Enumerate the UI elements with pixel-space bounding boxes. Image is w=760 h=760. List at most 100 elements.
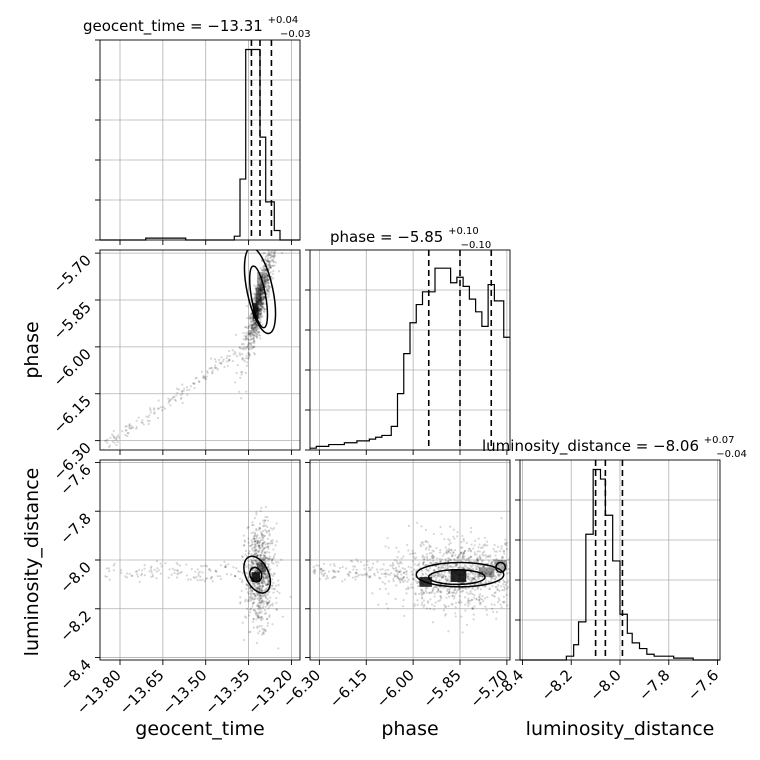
scatter-phase-geocent-time-point-774 [267,278,270,282]
scatter-phase-geocent-time-point-312 [254,322,257,325]
scatter-luminosity-distance-geocent-time-point-64 [271,623,274,626]
scatter-luminosity-distance-phase-point-1158 [334,576,337,579]
scatter-phase-geocent-time-point-836 [261,273,264,276]
scatter-phase-geocent-time-point-898 [244,338,247,341]
scatter-luminosity-distance-phase-point-693 [511,564,513,566]
scatter-luminosity-distance-geocent-time-point-387 [265,577,268,580]
scatter-phase-geocent-time-point-779 [244,357,248,360]
scatter-luminosity-distance-phase-point-66 [447,556,450,560]
scatter-luminosity-distance-geocent-time-point-362 [262,548,265,551]
scatter-phase-geocent-time-point-529 [263,282,266,285]
scatter-luminosity-distance-phase-point-309 [473,576,476,579]
scatter-luminosity-distance-geocent-time-point-578 [263,541,266,544]
scatter-phase-geocent-time-point-338 [252,328,256,331]
scatter-phase-geocent-time-point-325 [269,266,272,269]
scatter-luminosity-distance-geocent-time-point-616 [274,544,277,547]
scatter-phase-geocent-time-point-103 [280,251,284,255]
scatter-luminosity-distance-phase-point-1148 [364,573,367,576]
scatter-phase-geocent-time-point-720 [240,373,243,376]
scatter-luminosity-distance-phase-point-148 [457,600,460,604]
scatter-luminosity-distance-phase-point-640 [544,544,546,546]
scatter-luminosity-distance-phase-point-1063 [462,551,465,554]
scatter-phase-geocent-time-point-723 [249,315,252,318]
scatter-phase-geocent-time-point-554 [254,326,257,329]
scatter-luminosity-distance-phase-point-964 [498,589,501,592]
scatter-luminosity-distance-phase-point-970 [446,578,449,582]
scatter-luminosity-distance-phase-point-5 [499,572,503,575]
scatter-luminosity-distance-phase-point-629 [493,595,496,598]
scatter-luminosity-distance-phase-point-727 [464,609,467,612]
scatter-luminosity-distance-phase-point-1133 [326,576,330,580]
scatter-phase-geocent-time-point-989 [227,359,231,362]
scatter-luminosity-distance-geocent-time-point-548 [263,524,266,528]
scatter-luminosity-distance-phase-point-108 [487,560,491,563]
scatter-luminosity-distance-phase-point-534 [439,595,442,598]
scatter-phase-geocent-time-point-354 [253,341,256,344]
scatter-phase-geocent-time-point-137 [240,371,243,374]
scatter-luminosity-distance-phase-point-681 [475,598,478,601]
scatter-luminosity-distance-phase-point-887 [448,570,451,574]
scatter-luminosity-distance-geocent-time-point-427 [259,509,262,513]
scatter-luminosity-distance-phase-point-409 [503,552,506,555]
scatter-phase-geocent-time-point-53 [277,233,279,235]
scatter-luminosity-distance-geocent-time-point-801 [185,574,188,577]
scatter-luminosity-distance-phase-point-63 [469,590,472,593]
scatter-phase-geocent-time-point-950 [116,434,120,437]
scatter-phase-geocent-time-point-25 [246,345,249,349]
scatter-luminosity-distance-geocent-time-point-847 [238,570,241,573]
scatter-phase-geocent-time-point-622 [245,337,248,340]
scatter-luminosity-distance-phase-point-700 [476,587,479,591]
scatter-luminosity-distance-phase-point-851 [435,590,438,594]
scatter-luminosity-distance-geocent-time-point-825 [143,574,146,577]
scatter-luminosity-distance-phase-point-770 [439,590,442,593]
scatter-luminosity-distance-phase-point-1130 [312,565,315,568]
scatter-luminosity-distance-phase-point-634 [437,575,440,578]
scatter-luminosity-distance-phase-point-352 [411,573,414,576]
scatter-luminosity-distance-phase-point-859 [433,569,436,572]
scatter-phase-geocent-time-point-281 [270,246,272,248]
scatter-luminosity-distance-geocent-time-point-899 [157,569,160,572]
scatter-luminosity-distance-phase-point-107 [411,586,414,589]
scatter-phase-geocent-time-point-988 [242,338,245,341]
scatter-luminosity-distance-phase-point-781 [444,546,447,549]
scatter-luminosity-distance-phase-point-133 [524,569,526,571]
scatter-phase-geocent-time-point-1043 [249,342,252,346]
scatter-luminosity-distance-geocent-time-point-200 [264,505,267,509]
scatter-luminosity-distance-geocent-time-point-752 [256,587,260,590]
scatter-phase-geocent-time-point-843 [264,272,267,275]
scatter-luminosity-distance-geocent-time-point-724 [260,544,264,547]
scatter-phase-geocent-time-point-598 [272,256,276,260]
scatter-luminosity-distance-phase-point-1131 [318,578,322,581]
scatter-luminosity-distance-geocent-time-point-715 [257,616,260,619]
scatter-luminosity-distance-phase-point-1208 [319,571,322,574]
scatter-luminosity-distance-phase-point-336 [414,579,418,582]
scatter-luminosity-distance-phase-point-485 [476,586,479,589]
scatter-luminosity-distance-phase-point-478 [439,560,442,563]
scatter-luminosity-distance-phase-point-79 [502,595,505,598]
scatter-luminosity-distance-geocent-time-point-62 [256,612,259,615]
scatter-luminosity-distance-geocent-time-point-808 [135,570,139,573]
scatter-luminosity-distance-phase-point-950 [371,566,374,569]
scatter-luminosity-distance-phase-point-492 [399,581,402,584]
scatter-luminosity-distance-phase-point-610 [422,560,426,564]
scatter-luminosity-distance-geocent-time-point-522 [251,548,254,551]
scatter-luminosity-distance-geocent-time-point-66 [254,612,257,616]
scatter-luminosity-distance-geocent-time-point-856 [176,569,179,573]
scatter-luminosity-distance-geocent-time-point-850 [175,576,179,579]
scatter-luminosity-distance-phase-point-974 [493,550,496,553]
scatter-luminosity-distance-geocent-time-point-767 [253,582,256,585]
scatter-phase-geocent-time-point-883 [255,329,258,332]
scatter-phase-geocent-time-point-586 [253,299,256,302]
scatter-luminosity-distance-phase-point-673 [457,558,460,561]
scatter-phase-geocent-time-point-336 [267,258,270,261]
scatter-luminosity-distance-geocent-time-point-403 [267,582,270,586]
scatter-luminosity-distance-phase-point-145 [476,559,480,562]
scatter-luminosity-distance-geocent-time-point-623 [266,586,269,589]
scatter-luminosity-distance-geocent-time-point-876 [125,576,129,579]
scatter-luminosity-distance-geocent-time-point-61 [245,565,248,568]
scatter-luminosity-distance-geocent-time-point-574 [262,602,265,606]
scatter-luminosity-distance-phase-point-835 [395,560,399,563]
scatter-phase-geocent-time-point-978 [163,407,166,410]
scatter-luminosity-distance-geocent-time-point-425 [268,542,271,545]
scatter-phase-geocent-time-point-298 [265,280,269,283]
